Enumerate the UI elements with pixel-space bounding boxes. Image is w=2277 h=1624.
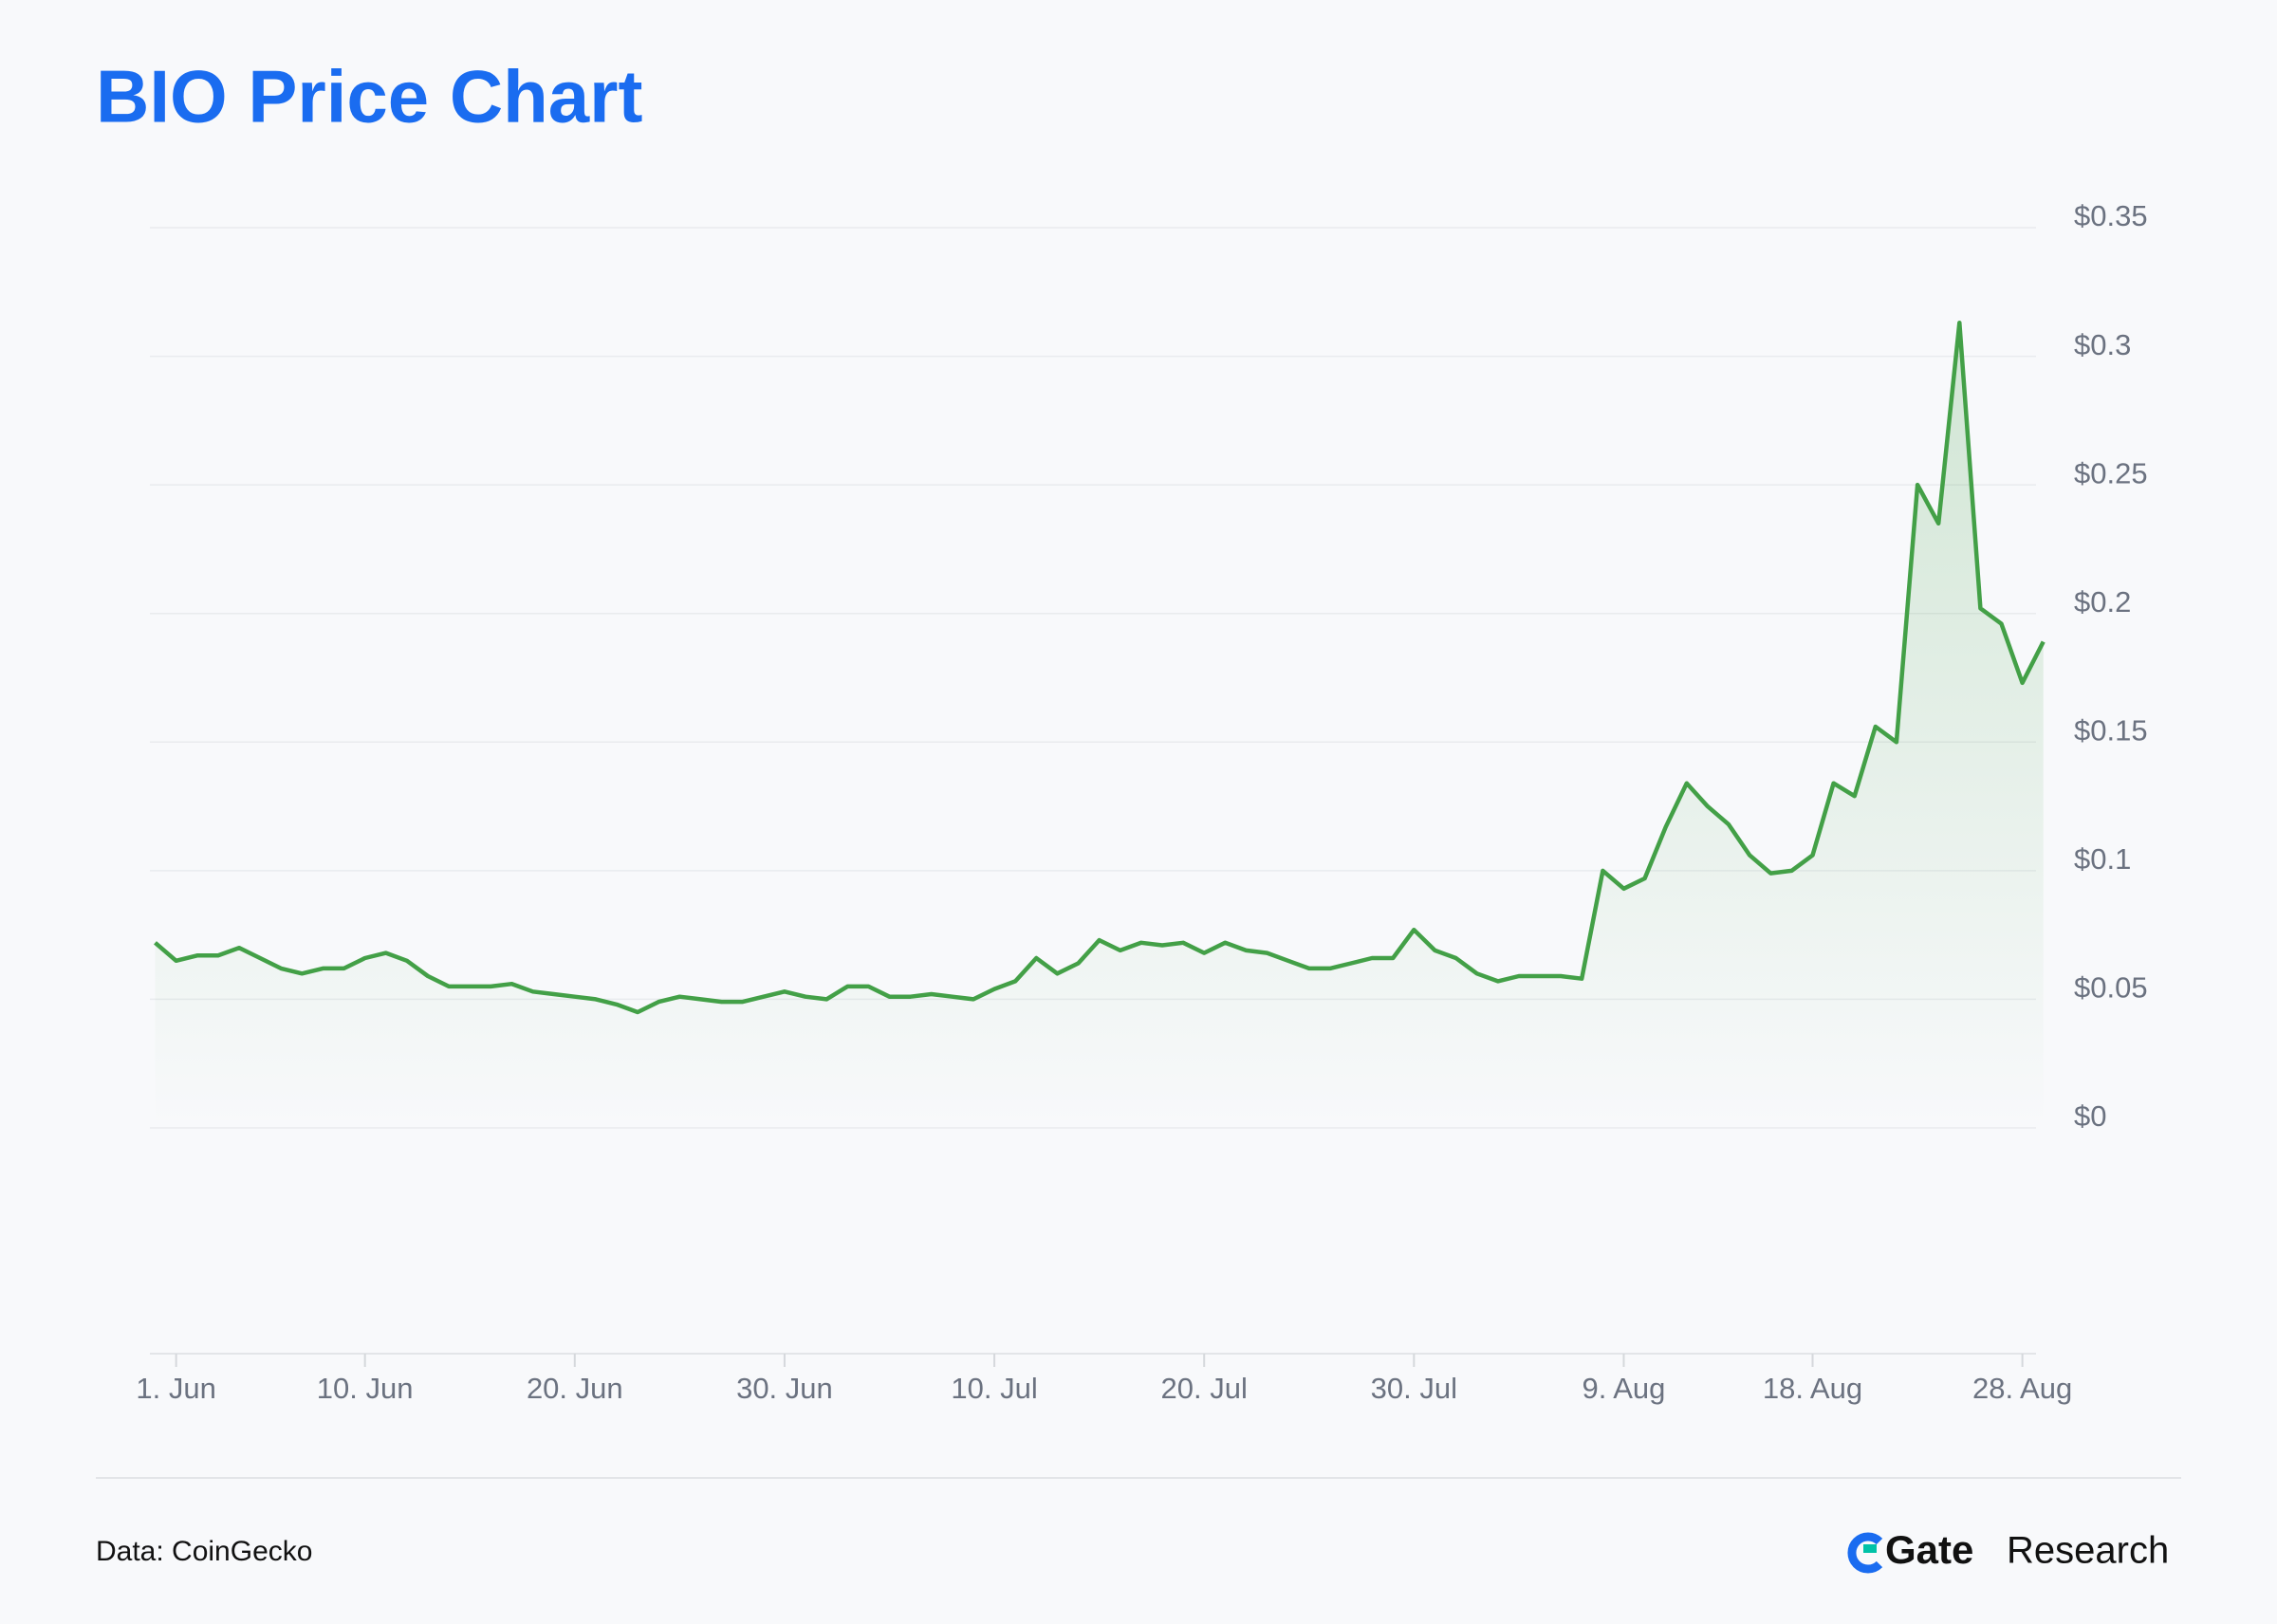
y-tick-label: $0.3 [2074, 328, 2131, 361]
chart-title: BIO Price Chart [96, 55, 643, 138]
logo-icon [1847, 1532, 1883, 1574]
y-tick-label: $0.05 [2074, 971, 2148, 1005]
x-tick-label: 10. Jun [317, 1372, 414, 1405]
y-tick-label: $0.15 [2074, 713, 2148, 747]
logo-icon-accent [1863, 1544, 1877, 1553]
y-tick-label: $0.1 [2074, 842, 2131, 876]
x-tick-label: 30. Jul [1371, 1372, 1457, 1405]
y-tick-label: $0.25 [2074, 456, 2148, 489]
brand-subtitle: Research [2007, 1530, 2169, 1572]
x-tick-label: 30. Jun [736, 1372, 833, 1405]
price-line [154, 321, 2046, 1015]
x-tick-label: 9. Aug [1583, 1372, 1666, 1405]
x-tick-label: 20. Jul [1161, 1372, 1248, 1405]
x-tick-label: 20. Jun [527, 1372, 623, 1405]
y-tick-label: $0.2 [2074, 585, 2131, 618]
x-tick-label: 18. Aug [1763, 1372, 1862, 1405]
brand-name: Gate [1885, 1527, 1973, 1572]
y-tick-label: $0 [2074, 1099, 2106, 1133]
y-tick-label: $0.35 [2074, 199, 2148, 232]
x-tick-label: 10. Jul [951, 1372, 1037, 1405]
source-note: Data: CoinGecko [96, 1536, 312, 1567]
x-tick-label: 28. Aug [1972, 1372, 2072, 1405]
price-area [155, 323, 2044, 1128]
x-tick-label: 1. Jun [136, 1372, 215, 1405]
brand-logo: Gate Research [1847, 1527, 2169, 1574]
